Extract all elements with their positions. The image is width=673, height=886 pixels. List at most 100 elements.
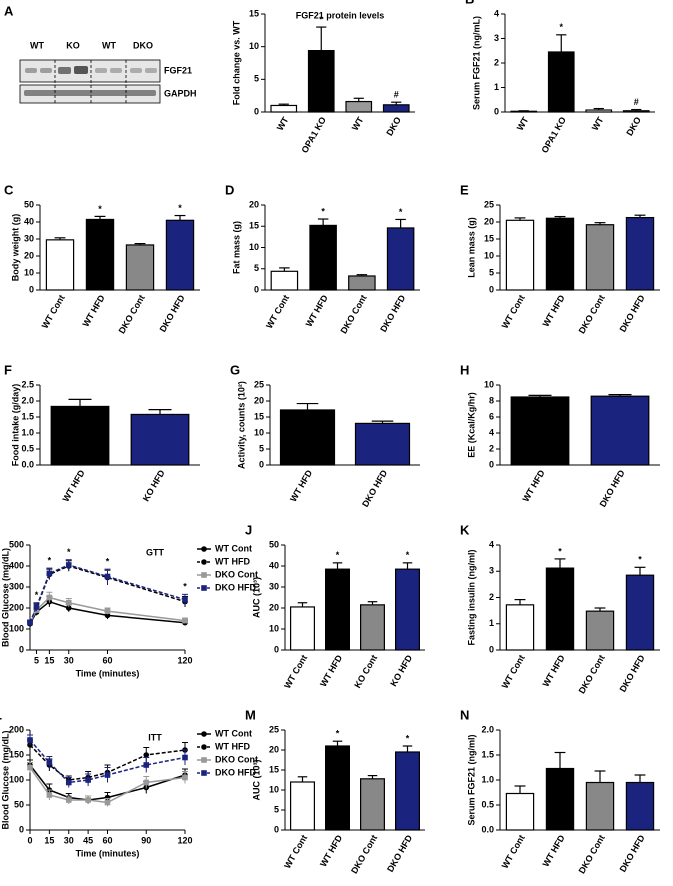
y-tick-label: 0 <box>274 644 279 654</box>
marker <box>143 752 150 758</box>
y-tick-label: 0.0 <box>481 824 494 834</box>
legend-marker <box>201 757 207 763</box>
marker <box>65 779 72 786</box>
x-tick-label: KO Cont <box>352 653 379 690</box>
annotation: * <box>98 204 102 214</box>
bar <box>510 396 570 466</box>
panel-letter: M <box>245 707 256 722</box>
x-tick-label: 15 <box>44 835 54 845</box>
marker <box>65 562 72 568</box>
x-tick-label: DKO <box>624 115 643 137</box>
y-tick-label: 0 <box>489 459 494 469</box>
y-tick-label: 50 <box>269 539 279 549</box>
bar <box>325 568 351 651</box>
bar <box>382 104 410 113</box>
y-tick-label: 4 <box>489 539 494 549</box>
legend-marker <box>201 559 207 565</box>
x-tick-label: WT <box>515 115 531 133</box>
x-tick-label: 0 <box>27 835 32 845</box>
y-tick-label: 3 <box>489 566 494 576</box>
x-tick-label: WT Cont <box>500 653 527 690</box>
y-axis-label: Lean mass (g) <box>466 217 476 278</box>
y-tick-label: 2 <box>494 57 499 67</box>
annotation: * <box>559 22 563 32</box>
panel-letter: J <box>245 522 252 537</box>
annotation: * <box>183 582 187 592</box>
y-tick-label: 100 <box>9 774 24 784</box>
marker <box>46 570 53 577</box>
bar <box>130 413 190 466</box>
annotation: * <box>399 207 403 217</box>
y-tick-label: 400 <box>9 560 24 570</box>
x-tick-label: DKO Cont <box>117 293 147 335</box>
bar <box>585 610 615 651</box>
annotation: * <box>558 546 562 556</box>
y-tick-label: 5 <box>274 804 279 814</box>
bar <box>360 778 386 831</box>
panel-letter: G <box>230 362 240 377</box>
marker <box>104 573 111 580</box>
x-axis-label: Time (minutes) <box>76 668 140 678</box>
y-axis-label: EE (Kcal/Kg/hr) <box>466 392 476 458</box>
legend-label: WT Cont <box>215 543 252 553</box>
bar <box>395 568 421 651</box>
y-tick-label: 2.0 <box>481 724 494 734</box>
marker <box>182 754 188 761</box>
y-tick-label: 0.5 <box>21 443 34 453</box>
y-tick-label: 40 <box>24 216 34 226</box>
x-tick-label: WT HFD <box>318 833 344 869</box>
panel-letter: L <box>0 707 2 722</box>
x-tick-label: 30 <box>64 655 74 665</box>
bar <box>505 792 535 831</box>
legend-marker <box>201 744 207 750</box>
marker <box>104 799 111 806</box>
bar <box>585 224 615 291</box>
y-tick-label: 20 <box>254 395 264 405</box>
x-tick-label: WT HFD <box>521 468 547 504</box>
legend-marker <box>201 546 207 552</box>
y-tick-label: 200 <box>9 724 24 734</box>
bar <box>505 604 535 651</box>
x-tick-label: DKO HFD <box>378 293 407 334</box>
y-tick-label: 40 <box>269 560 279 570</box>
y-tick-label: 15 <box>254 411 264 421</box>
bar <box>165 219 195 291</box>
lane-label: WT <box>102 40 116 50</box>
annotation: * <box>638 555 642 565</box>
panel-letter: B <box>465 0 474 6</box>
panel-letter: D <box>225 182 234 197</box>
x-tick-label: WT Cont <box>282 653 309 690</box>
legend-label: DKO Cont <box>215 569 258 579</box>
bar <box>360 604 386 651</box>
marker <box>65 599 72 606</box>
bar <box>125 244 155 291</box>
marker <box>33 604 40 610</box>
bar <box>354 422 411 466</box>
marker <box>46 759 53 766</box>
x-tick-label: WT Cont <box>500 293 527 330</box>
panel-letter: E <box>460 182 469 197</box>
annotation: * <box>67 547 71 557</box>
chart-title: ITT <box>148 732 162 742</box>
marker <box>85 797 91 803</box>
marker <box>27 737 33 743</box>
y-axis-label: Fat mass (g) <box>231 221 241 274</box>
y-tick-label: 3 <box>494 33 499 43</box>
y-tick-label: 15 <box>249 221 259 231</box>
annotation: * <box>321 206 325 216</box>
legend-label: WT Cont <box>215 728 252 738</box>
x-tick-label: WT HFD <box>288 468 314 504</box>
panel-letter: K <box>460 522 470 537</box>
x-tick-label: DKO Cont <box>577 653 607 695</box>
x-tick-label: 60 <box>102 655 112 665</box>
x-tick-label: WT Cont <box>264 293 291 330</box>
y-tick-label: 1 <box>489 618 494 628</box>
x-tick-label: 5 <box>34 655 39 665</box>
legend-label: WT HFD <box>215 556 250 566</box>
chart-title: FGF21 protein levels <box>296 10 385 20</box>
x-tick-label: 90 <box>141 835 151 845</box>
legend-label: DKO HFD <box>215 582 256 592</box>
y-tick-label: 0 <box>29 284 34 294</box>
y-tick-label: 10 <box>24 267 34 277</box>
y-tick-label: 10 <box>269 784 279 794</box>
